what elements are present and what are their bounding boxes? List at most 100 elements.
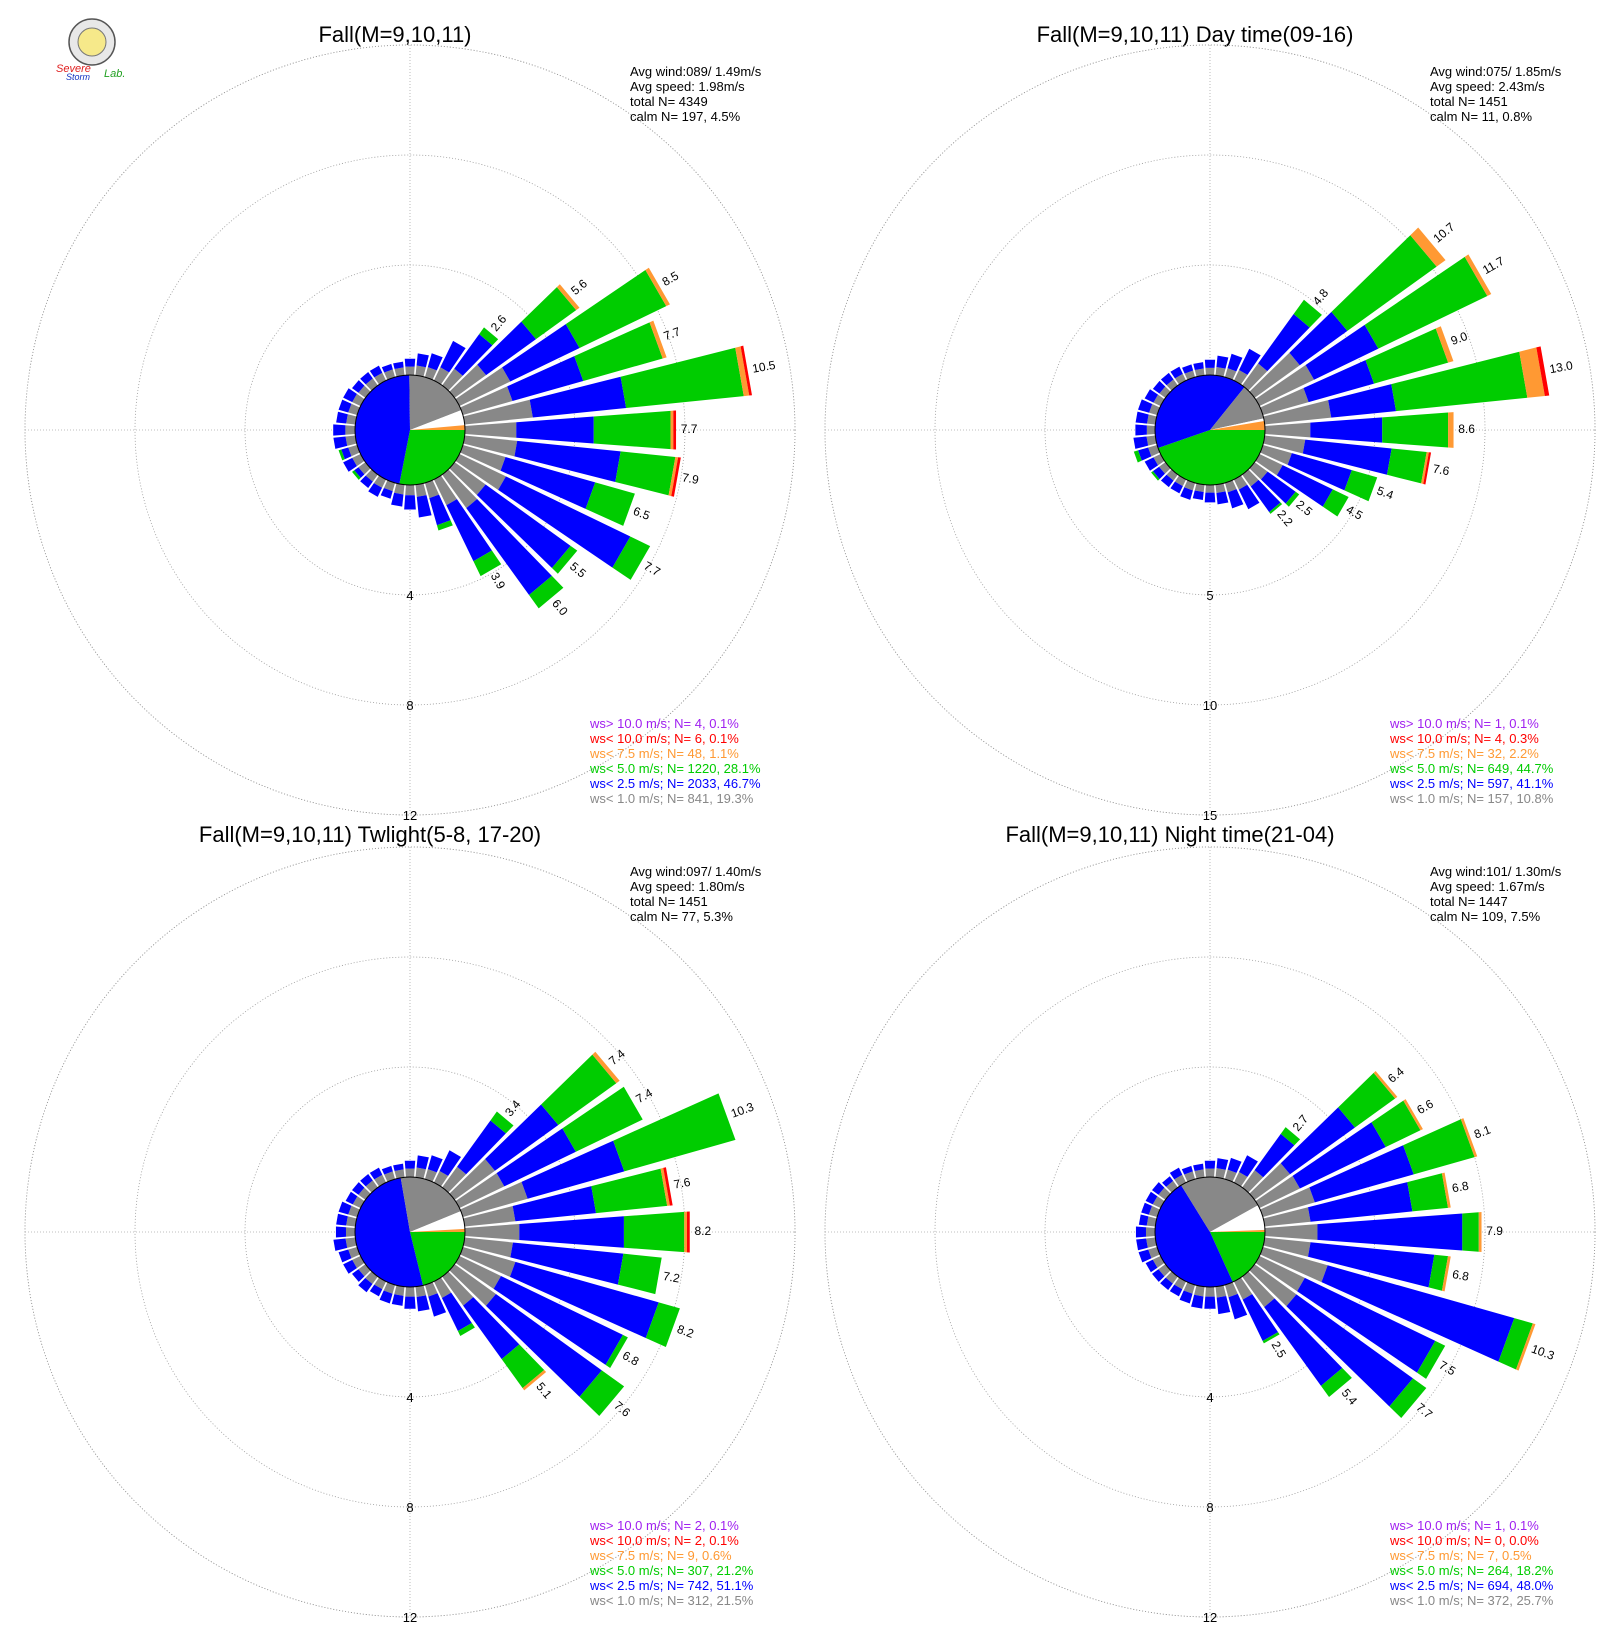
wind-bar-blue <box>1144 389 1159 403</box>
bar-value-label: 7.5 <box>1437 1358 1459 1379</box>
wind-bar-orange <box>645 267 670 307</box>
wind-bar-green <box>565 270 667 349</box>
pie-slice-other <box>410 1228 465 1232</box>
wind-bar-green <box>623 1211 685 1253</box>
wind-bar-orange <box>1421 452 1429 484</box>
wind-bar-blue <box>360 372 373 385</box>
wind-bar-gray <box>1249 1264 1297 1307</box>
wind-bar-gray <box>449 364 487 398</box>
wind-bar-blue <box>360 1174 373 1187</box>
wind-bar-green <box>1462 1212 1479 1252</box>
wind-bar-gray <box>1255 365 1315 407</box>
wind-bar-gray <box>1255 1255 1305 1292</box>
wind-bar-green <box>352 470 361 480</box>
wind-bar-gray <box>352 393 365 407</box>
wind-bar-gray <box>352 453 365 467</box>
wind-bar-gray <box>348 444 360 457</box>
wind-bar-gray <box>1242 469 1259 487</box>
bar-value-label: 7.7 <box>681 422 698 436</box>
pie-slice-other <box>1210 421 1265 430</box>
wind-bar-gray <box>384 1171 396 1182</box>
bar-value-label: 4.5 <box>1344 502 1366 523</box>
wind-bar-blue <box>1280 1107 1355 1175</box>
legend-entry: ws< 1.0 m/s; N= 312, 21.5% <box>589 1593 754 1608</box>
bar-value-label: 6.8 <box>620 1348 642 1369</box>
wind-bar-green <box>645 1302 680 1347</box>
wind-bar-gray <box>463 399 533 425</box>
bar-value-label: 10.3 <box>1529 1342 1556 1363</box>
stat-line: total N= 1447 <box>1430 894 1508 909</box>
wind-bar-gray <box>433 475 457 506</box>
wind-bar-gray <box>1249 1163 1291 1200</box>
wind-bar-blue <box>341 447 352 460</box>
wind-bar-blue <box>1138 1249 1152 1263</box>
pie-slice-other <box>410 425 465 430</box>
wind-bar-gray <box>455 1173 505 1209</box>
wind-bar-green <box>1151 471 1160 481</box>
legend-entry: ws< 7.5 m/s; N= 7, 0.5% <box>1389 1548 1532 1563</box>
bar-value-label: 2.6 <box>488 312 510 334</box>
wind-bar-green <box>1293 299 1322 328</box>
outer-ring <box>24 44 796 816</box>
wind-bar-gray <box>1224 1169 1237 1182</box>
wind-bar-orange <box>1460 1118 1478 1158</box>
wind-bar-blue <box>352 380 365 393</box>
wind-bar-green <box>1280 1127 1301 1146</box>
wind-bar-blue <box>360 475 373 488</box>
wind-bar-blue <box>427 1155 443 1173</box>
stat-line: Avg wind:089/ 1.49m/s <box>630 64 762 79</box>
ring-label: 15 <box>1203 808 1217 823</box>
wind-bar-gray <box>1146 1237 1157 1248</box>
pie-slice-green <box>399 430 466 485</box>
wind-bar-orange <box>1373 1070 1398 1099</box>
wind-bar-blue <box>416 1295 430 1312</box>
wind-bar-blue <box>369 1167 383 1180</box>
panel-title: Fall(M=9,10,11) Twlight(5-8, 17-20) <box>199 822 541 847</box>
wind-bar-blue <box>1133 436 1149 449</box>
wind-bar-green <box>1498 1318 1533 1370</box>
wind-bar-green <box>1331 235 1437 331</box>
wind-bar-blue <box>343 388 357 403</box>
wind-bar-gray <box>1242 1271 1275 1308</box>
wind-bar-orange <box>592 1051 620 1084</box>
wind-bar-blue <box>1135 1226 1146 1238</box>
legend-entry: ws< 7.5 m/s; N= 48, 1.1% <box>589 746 739 761</box>
wind-bar-blue <box>1317 1213 1463 1251</box>
logo-text-severe: Severe <box>56 63 91 75</box>
wind-bar-gray <box>348 1246 360 1259</box>
bar-value-label: 7.6 <box>673 1175 692 1192</box>
wind-bar-green <box>579 1370 625 1417</box>
wind-bar-gray <box>433 1277 452 1298</box>
wind-bar-blue <box>391 1294 404 1306</box>
bar-value-label: 10.5 <box>751 358 777 376</box>
stat-line: Avg wind:097/ 1.40m/s <box>630 864 762 879</box>
wind-bar-gray <box>1215 1285 1227 1298</box>
wind-bar-blue <box>1145 1259 1158 1273</box>
wind-bar-blue <box>502 324 580 382</box>
lab-logo: Severe Storm Lab. <box>56 18 125 82</box>
wind-bar-green <box>1403 1119 1475 1175</box>
panel-title: Fall(M=9,10,11) Night time(21-04) <box>1005 822 1334 847</box>
wind-bar-blue <box>1145 1191 1158 1205</box>
wind-bar-gray <box>1205 1168 1215 1178</box>
wind-bar-green <box>615 451 676 496</box>
wind-bar-blue <box>477 321 537 376</box>
wind-bar-orange <box>735 346 750 397</box>
wind-bar-gray <box>1215 1168 1226 1179</box>
wind-bar-gray <box>449 462 486 495</box>
wind-bar-green <box>457 1322 475 1336</box>
wind-bar-blue <box>1254 1133 1295 1178</box>
pie-outline <box>354 374 466 486</box>
bar-value-label: 5.1 <box>533 1380 555 1402</box>
bar-value-label: 8.2 <box>675 1322 696 1341</box>
wind-bar-gray <box>449 1158 495 1200</box>
wind-bar-green <box>1428 1254 1449 1291</box>
wind-bar-gray <box>424 1169 437 1182</box>
legend-entry: ws< 1.0 m/s; N= 841, 19.3% <box>589 791 754 806</box>
wind-bar-blue <box>1287 453 1352 491</box>
wind-bar-gray <box>455 453 506 490</box>
wind-bar-gray <box>455 1255 502 1289</box>
stat-line: calm N= 197, 4.5% <box>630 109 741 124</box>
ring-label: 12 <box>403 1610 417 1625</box>
